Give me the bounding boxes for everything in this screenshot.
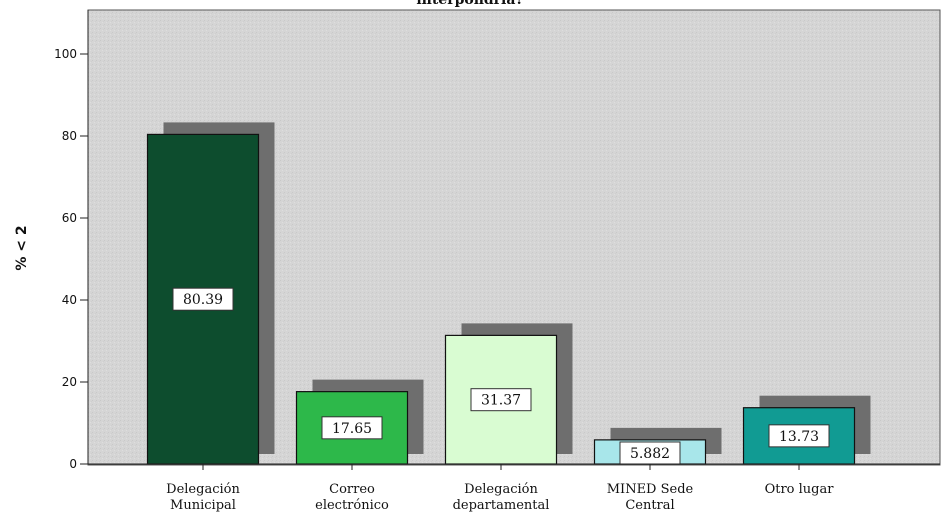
y-tick-label: 100 [54, 47, 77, 61]
y-axis: 0 20 40 60 80 100 [54, 10, 89, 471]
y-tick-label: 0 [69, 457, 77, 471]
chart-title: interpondría? [416, 0, 523, 8]
value-label: 31.37 [481, 393, 521, 409]
value-label-box [470, 388, 532, 412]
x-tick-label: MINED Sede [607, 482, 694, 497]
x-tick-label: Municipal [170, 498, 236, 513]
value-label: 80.39 [183, 292, 223, 308]
y-tick-label: 60 [62, 211, 77, 225]
value-label: 13.73 [779, 429, 819, 445]
x-tick-label: Otro lugar [765, 482, 835, 497]
y-tick-label: 80 [62, 129, 77, 143]
x-tick-label: Central [625, 498, 674, 513]
x-axis: DelegaciónMunicipalCorreoelectrónicoDele… [88, 463, 940, 513]
x-tick-label: Correo [329, 482, 375, 497]
x-tick-label: electrónico [315, 498, 389, 513]
y-axis-label: % < 2 [14, 225, 30, 270]
value-label-box [321, 416, 383, 440]
value-label: 17.65 [332, 421, 372, 437]
value-label-box [768, 424, 830, 448]
value-label: 5.882 [630, 446, 670, 462]
x-tick-label: departamental [453, 498, 550, 513]
x-tick-label: Delegación [166, 482, 240, 497]
value-label-box [172, 287, 234, 311]
y-tick-label: 40 [62, 293, 77, 307]
x-tick-label: Delegación [464, 482, 538, 497]
y-tick-label: 20 [62, 375, 77, 389]
bars-group: 80.39 17.65 31.37 5.882 13.73 [146, 122, 871, 465]
